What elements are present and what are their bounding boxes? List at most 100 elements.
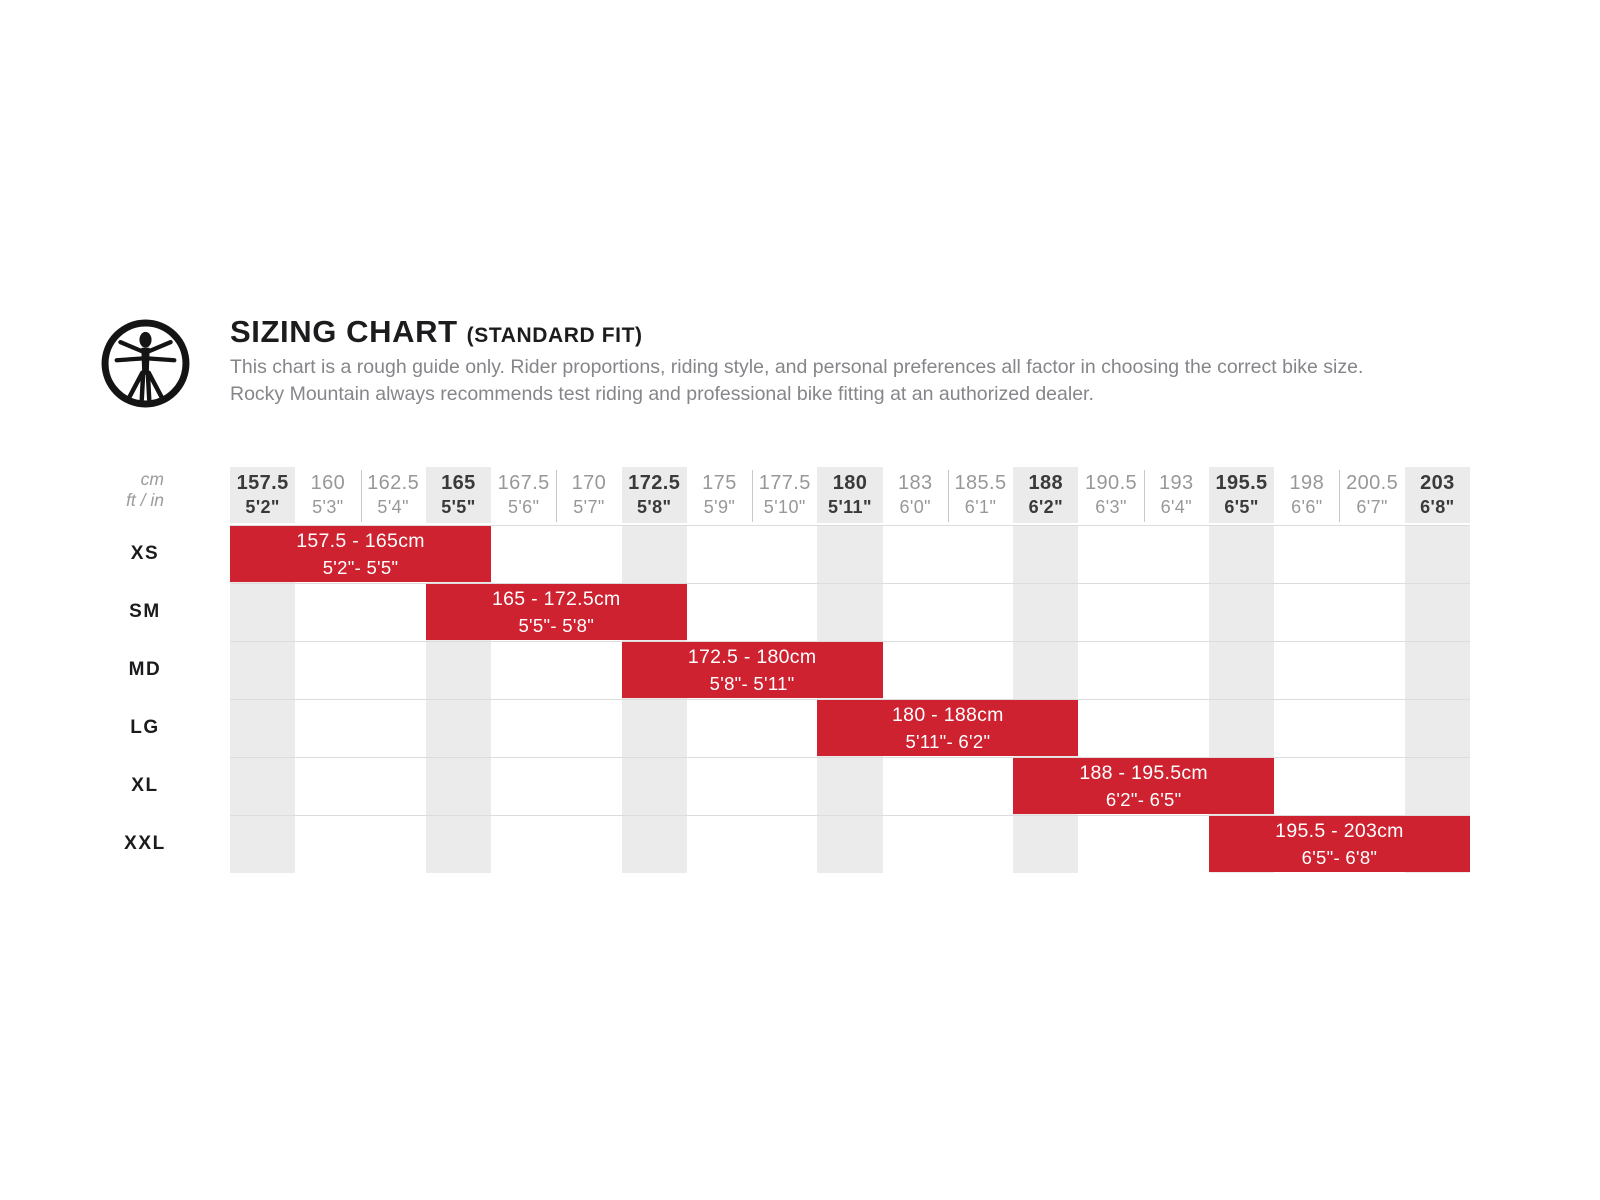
axis-unit-cm: cm (140, 469, 164, 489)
header-cell: 203 6'8" (1404, 467, 1470, 523)
header-cell: 162.5 5'4" (361, 467, 426, 523)
header-cell-cm: 183 (897, 472, 933, 494)
row-separator (230, 699, 1470, 700)
description-line-2: Rocky Mountain always recommends test ri… (230, 382, 1094, 405)
size-bar-range-ftin: 5'11"- 6'2" (905, 730, 991, 752)
size-bar-range-cm: 195.5 - 203cm (1275, 819, 1404, 842)
header-cell-cm: 177.5 (758, 472, 811, 494)
header-group-divider (556, 470, 558, 522)
page-title-row: SIZING CHART (STANDARD FIT) (230, 314, 643, 350)
header-group-divider (1143, 470, 1145, 522)
size-bar-range-cm: 188 - 195.5cm (1079, 761, 1208, 784)
page-title: SIZING CHART (230, 314, 458, 349)
header-cell-cm: 160 (310, 472, 346, 494)
column-header-row: 157.5 5'2" 160 5'3" 162.5 5'4" 165 5'5" 167.5 5'6… (230, 467, 1470, 525)
description-line-1: This chart is a rough guide only. Rider … (230, 356, 1364, 378)
header-cell-ftin: 5'7" (573, 497, 605, 517)
header-cell-cm: 165 (441, 472, 476, 494)
row-separator (230, 641, 1470, 642)
header-cell-ftin: 6'0" (899, 497, 931, 517)
size-bar-range-ftin: 6'5"- 6'8" (1301, 846, 1378, 868)
size-range-bar: 165 - 172.5cm 5'5"- 5'8" (425, 584, 687, 640)
header-cell-ftin: 6'4" (1160, 497, 1193, 517)
size-range-bar: 180 - 188cm 5'11"- 6'2" (817, 700, 1079, 756)
header-cell-cm: 203 (1420, 472, 1455, 494)
size-bar-range-ftin: 5'5"- 5'8" (518, 614, 595, 636)
header-cell: 190.5 6'3" (1078, 467, 1143, 523)
row-separator (230, 583, 1470, 584)
chart-body: 157.5 - 165cm 5'2"- 5'5" 165 - 172.5cm 5'5"… (230, 525, 1470, 873)
size-label-column: XS SM MD LG XL XXL (95, 525, 195, 873)
axis-unit-ftin: ft / in (126, 489, 164, 510)
header-cell-ftin: 5'5" (441, 497, 476, 517)
header-group-divider (360, 470, 362, 522)
header-cell: 177.5 5'10" (752, 467, 817, 523)
vitruvian-man-icon (101, 319, 190, 408)
row-separator (230, 757, 1470, 758)
row-separator (230, 525, 1470, 526)
size-bar-range-cm: 157.5 - 165cm (296, 529, 425, 552)
header-cell-ftin: 5'6" (507, 497, 540, 517)
header-cell-ftin: 5'2" (245, 497, 280, 517)
header-group-divider (947, 470, 949, 522)
header-cell-cm: 190.5 (1085, 472, 1138, 494)
size-range-bar: 157.5 - 165cm 5'2"- 5'5" (230, 526, 492, 582)
header-cell-ftin: 6'6" (1291, 497, 1323, 517)
header-cell-ftin: 6'3" (1095, 497, 1127, 517)
header-cell: 188 6'2" (1013, 467, 1079, 523)
header-cell-cm: 172.5 (628, 472, 681, 494)
header-cell-ftin: 5'4" (377, 497, 409, 517)
header-cell: 198 6'6" (1274, 467, 1339, 523)
header-cell: 157.5 5'2" (230, 467, 296, 523)
header-cell-ftin: 5'8" (636, 497, 672, 517)
header-cell-cm: 200.5 (1346, 472, 1399, 494)
size-bar-range-cm: 165 - 172.5cm (492, 587, 621, 610)
size-row-label: MD (128, 659, 162, 680)
axis-unit-label: cm ft / in (56, 469, 164, 510)
header-cell: 165 5'5" (425, 467, 492, 523)
header-cell: 170 5'7" (556, 467, 621, 523)
size-row-label: XS (130, 543, 160, 564)
header-group-divider (1339, 470, 1341, 522)
header-cell-cm: 170 (571, 472, 607, 494)
size-row-label: XXL (124, 833, 166, 854)
header-cell-cm: 180 (832, 472, 868, 494)
header-cell: 167.5 5'6" (491, 467, 556, 523)
header-cell-ftin: 5'9" (703, 497, 736, 517)
header-cell-cm: 198 (1289, 472, 1325, 494)
size-range-bar: 195.5 - 203cm 6'5"- 6'8" (1208, 816, 1470, 872)
header-cell-ftin: 6'1" (964, 497, 997, 517)
header-cell-cm: 157.5 (236, 472, 289, 494)
size-range-bar: 188 - 195.5cm 6'2"- 6'5" (1013, 758, 1275, 814)
header-cell: 185.5 6'1" (948, 467, 1013, 523)
header-cell-cm: 167.5 (497, 472, 550, 494)
header-cell-cm: 185.5 (954, 472, 1007, 494)
size-bar-range-ftin: 5'8"- 5'11" (709, 672, 795, 694)
size-row-label: XL (131, 775, 159, 796)
header-cell-cm: 162.5 (367, 472, 420, 494)
header-cell-ftin: 5'10" (763, 497, 806, 517)
description: This chart is a rough guide only. Rider … (230, 354, 1530, 407)
size-bar-range-ftin: 5'2"- 5'5" (322, 556, 399, 578)
size-row-label: LG (130, 717, 160, 738)
header-cell: 175 5'9" (687, 467, 752, 523)
header-cell: 183 6'0" (883, 467, 948, 523)
header-cell-cm: 195.5 (1215, 472, 1268, 494)
header-cell-cm: 193 (1159, 472, 1194, 494)
header-cell-ftin: 5'3" (312, 497, 344, 517)
header-cell-ftin: 6'5" (1224, 497, 1259, 517)
header-cell-ftin: 6'8" (1420, 497, 1455, 517)
header-cell: 180 5'11" (817, 467, 883, 523)
size-range-bar: 172.5 - 180cm 5'8"- 5'11" (621, 642, 883, 698)
header-cell-ftin: 6'7" (1356, 497, 1388, 517)
header-cell: 195.5 6'5" (1208, 467, 1275, 523)
size-row-label: SM (129, 601, 161, 622)
header-cell-ftin: 5'11" (828, 497, 872, 517)
row-separator (230, 815, 1470, 816)
header-cell: 160 5'3" (295, 467, 360, 523)
page-title-suffix: (STANDARD FIT) (466, 324, 643, 347)
size-bar-range-cm: 180 - 188cm (892, 703, 1004, 726)
header-cell-ftin: 6'2" (1028, 497, 1063, 517)
size-bar-range-cm: 172.5 - 180cm (687, 645, 817, 668)
